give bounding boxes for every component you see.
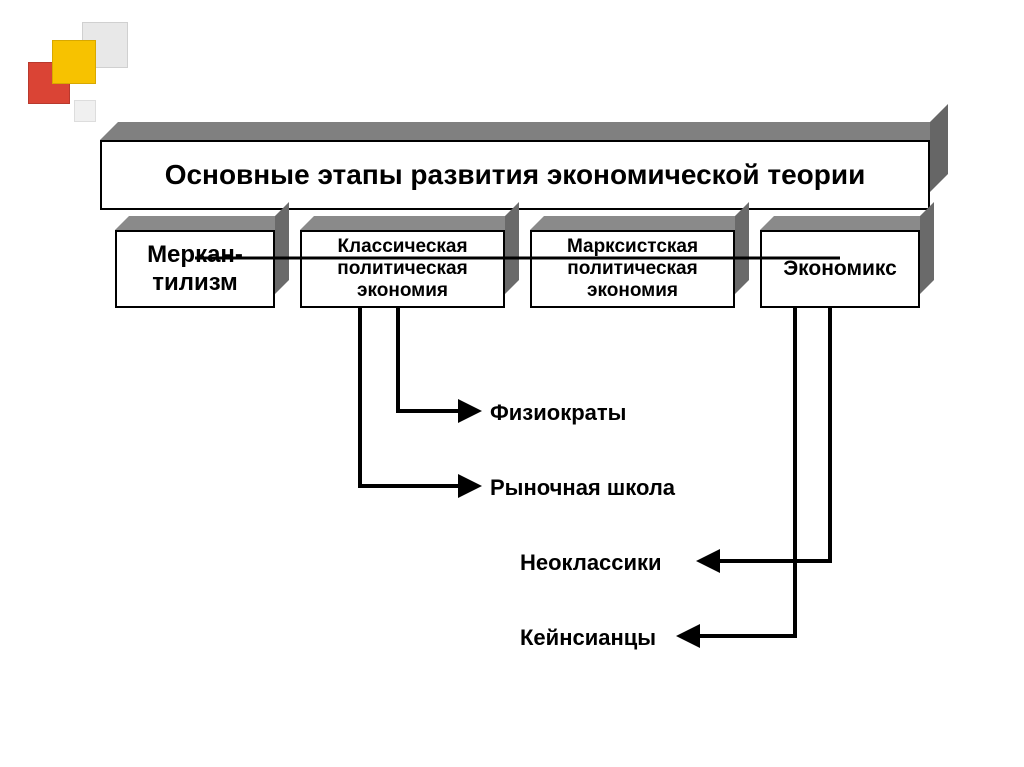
stage-side: [920, 202, 934, 294]
stage-label: Меркан- тилизм: [115, 230, 275, 308]
stage-box-mercantilism: Меркан- тилизм: [115, 230, 275, 308]
title-bar: Основные этапы развития экономической те…: [100, 140, 930, 210]
title-bar-top: [100, 122, 948, 140]
sublabel-physiocrats: Физиократы: [490, 400, 626, 426]
stage-side: [735, 202, 749, 294]
stage-side: [275, 202, 289, 294]
diagram-canvas: Основные этапы развития экономической те…: [0, 0, 1024, 767]
title-bar-side: [930, 104, 948, 192]
decor-square: [74, 100, 96, 122]
title-text: Основные этапы развития экономической те…: [100, 140, 930, 210]
stage-top: [300, 216, 519, 230]
connector-lines: [0, 0, 1024, 767]
stage-top: [115, 216, 289, 230]
stage-label: Экономикс: [760, 230, 920, 308]
sublabel-keynesians: Кейнсианцы: [520, 625, 656, 651]
stage-label: Марксистская политическая экономия: [530, 230, 735, 308]
stage-side: [505, 202, 519, 294]
stage-top: [760, 216, 934, 230]
stage-box-economics: Экономикс: [760, 230, 920, 308]
stage-box-marxist: Марксистская политическая экономия: [530, 230, 735, 308]
stage-top: [530, 216, 749, 230]
sublabel-market-school: Рыночная школа: [490, 475, 675, 501]
stage-box-classical: Классическая политическая экономия: [300, 230, 505, 308]
decor-square: [52, 40, 96, 84]
sublabel-neoclassics: Неоклассики: [520, 550, 662, 576]
stage-label: Классическая политическая экономия: [300, 230, 505, 308]
